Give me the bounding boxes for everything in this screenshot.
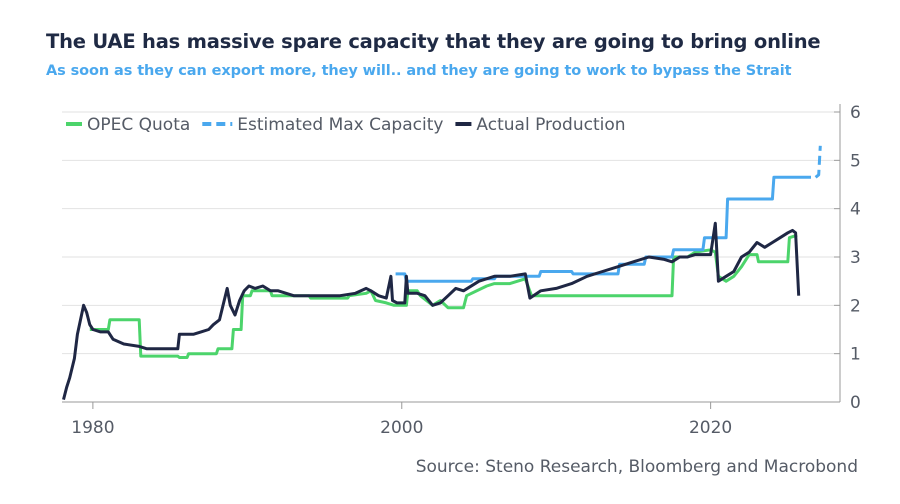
x-tick-label: 2000 [380,418,423,438]
legend-label: OPEC Quota [87,115,190,135]
chart-subtitle: As soon as they can export more, they wi… [46,63,792,79]
y-tick-label: 1 [850,345,861,365]
y-tick-label: 0 [850,393,861,413]
source-note: Source: Steno Research, Bloomberg and Ma… [415,457,858,477]
y-tick-label: 3 [850,248,861,268]
series-line [62,221,801,400]
x-tick-label: 1980 [71,418,114,438]
series-line [395,175,811,283]
legend-label: Actual Production [476,115,625,135]
y-tick-label: 5 [850,151,861,171]
series-line [814,145,822,179]
y-tick-label: 2 [850,296,861,316]
chart-title: The UAE has massive spare capacity that … [46,30,821,53]
legend-label: Estimated Max Capacity [237,115,443,135]
y-tick-label: 6 [850,103,861,123]
series-line [89,233,798,359]
x-tick-label: 2020 [689,418,732,438]
y-tick-label: 4 [850,200,861,220]
